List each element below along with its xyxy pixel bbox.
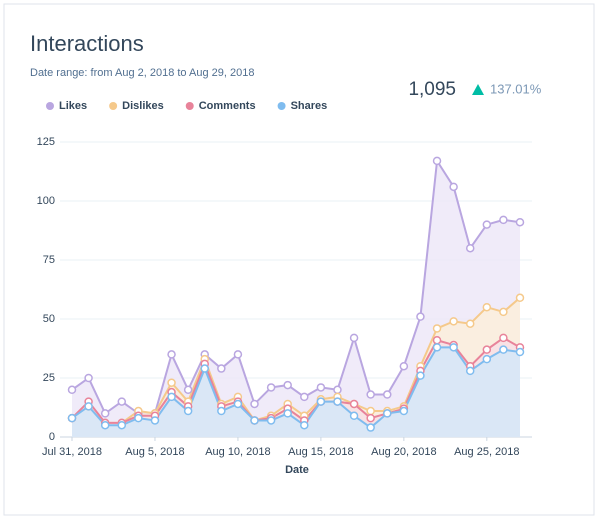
point	[100, 409, 110, 418]
point	[449, 343, 458, 352]
point	[349, 399, 359, 409]
x-tick-label: Jul 31, 2018	[42, 446, 102, 458]
point	[482, 345, 492, 354]
point	[150, 416, 160, 425]
legend-label: Dislikes	[122, 100, 164, 112]
point	[432, 324, 442, 333]
point	[432, 156, 442, 166]
point	[416, 312, 425, 321]
point	[515, 347, 525, 357]
point	[316, 397, 326, 406]
point	[250, 416, 259, 425]
point	[266, 416, 276, 425]
point	[217, 364, 226, 373]
date-range: Date range: from Aug 2, 2018 to Aug 29, …	[30, 67, 254, 79]
point	[482, 354, 492, 364]
point	[217, 406, 226, 416]
legend-swatch	[109, 102, 118, 110]
legend-label: Shares	[291, 100, 328, 112]
point	[167, 350, 176, 359]
point	[266, 383, 276, 392]
point	[499, 215, 508, 225]
point	[167, 378, 176, 387]
point	[449, 182, 458, 192]
point	[283, 409, 292, 418]
point	[515, 217, 525, 227]
y-tick-label: 25	[43, 372, 55, 384]
x-tick-label: Aug 10, 2018	[205, 446, 270, 458]
point	[465, 366, 475, 376]
area	[72, 347, 520, 437]
point	[465, 243, 475, 253]
title: Interactions	[30, 31, 144, 56]
point	[233, 399, 243, 409]
legend-swatch	[46, 102, 54, 110]
point	[84, 402, 93, 411]
point	[134, 413, 143, 423]
point	[366, 423, 375, 432]
area	[72, 160, 520, 437]
point	[67, 385, 77, 395]
y-tick-label: 50	[43, 313, 55, 325]
legend-label: Comments	[199, 100, 256, 112]
point	[250, 399, 259, 409]
y-tick-label: 100	[37, 195, 55, 207]
point	[432, 343, 442, 352]
x-axis-label: Date	[285, 464, 309, 476]
point	[383, 409, 392, 418]
y-tick-label: 75	[43, 254, 55, 266]
point	[349, 333, 359, 343]
point	[333, 397, 342, 406]
point	[233, 350, 243, 359]
line	[71, 346, 521, 429]
point	[200, 364, 209, 373]
legend-swatch	[277, 102, 286, 110]
point	[100, 420, 110, 430]
point	[117, 420, 127, 430]
point	[366, 390, 375, 399]
point	[349, 411, 359, 421]
point	[67, 413, 77, 423]
line	[71, 296, 521, 424]
point	[499, 307, 508, 317]
point	[366, 406, 375, 416]
up-arrow	[472, 84, 484, 95]
point	[399, 361, 409, 371]
point	[117, 397, 127, 406]
y-tick-label: 125	[37, 136, 55, 148]
point	[399, 406, 409, 416]
point	[300, 420, 309, 430]
point	[283, 380, 292, 390]
point	[465, 319, 475, 328]
point	[499, 345, 508, 354]
point	[84, 373, 93, 383]
legend-swatch	[185, 102, 194, 110]
point	[499, 333, 508, 343]
x-tick-label: Aug 5, 2018	[125, 446, 184, 458]
point	[432, 335, 442, 345]
point	[183, 385, 193, 395]
total: 1,095	[408, 79, 456, 100]
x-tick-label: Aug 25, 2018	[454, 446, 519, 458]
point	[333, 385, 342, 395]
x-tick-label: Aug 15, 2018	[288, 446, 353, 458]
point	[482, 220, 492, 229]
point	[366, 413, 375, 423]
y-tick-label: 0	[49, 431, 55, 443]
point	[416, 371, 425, 380]
point	[300, 392, 309, 402]
point	[515, 293, 525, 303]
point	[449, 317, 458, 326]
line	[71, 336, 521, 424]
point	[383, 390, 392, 399]
change: 137.01%	[490, 81, 542, 96]
point	[167, 392, 176, 402]
point	[482, 302, 492, 312]
legend-label: Likes	[59, 100, 87, 112]
x-tick-label: Aug 20, 2018	[371, 446, 436, 458]
point	[316, 383, 326, 392]
point	[183, 406, 193, 416]
